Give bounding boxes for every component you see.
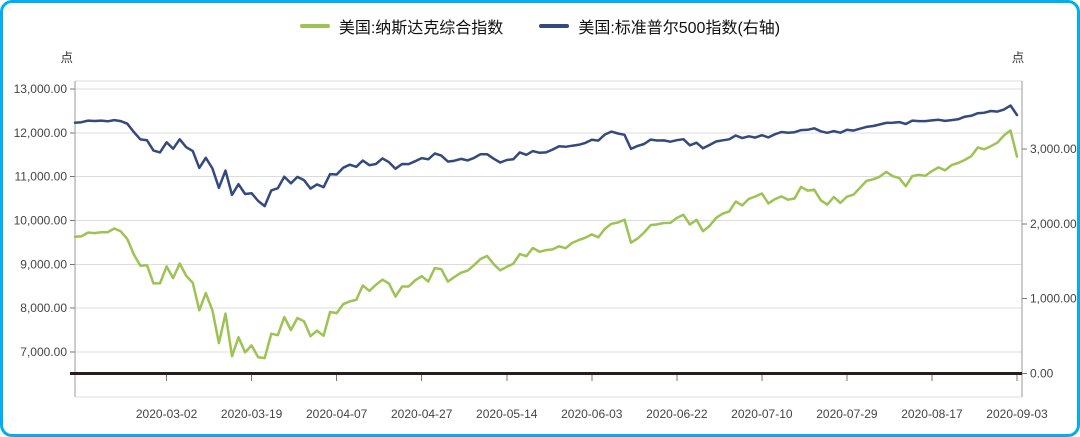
- nasdaq-line-swatch-icon: [299, 24, 330, 28]
- left-axis-tick-label: 12,000.00: [14, 126, 68, 140]
- x-axis-tick-label: 2020-07-29: [816, 407, 878, 421]
- x-axis-tick-label: 2020-04-27: [391, 407, 453, 421]
- x-axis-tick-label: 2020-04-07: [306, 407, 368, 421]
- left-axis-tick-label: 8,000.00: [20, 301, 67, 315]
- chart-legend: 美国:纳斯达克综合指数 美国:标准普尔500指数(右轴): [3, 14, 1077, 38]
- legend-item-sp500: 美国:标准普尔500指数(右轴): [539, 14, 780, 38]
- x-axis-tick-label: 2020-06-03: [561, 407, 623, 421]
- x-axis-tick-label: 2020-05-14: [476, 407, 538, 421]
- x-axis-tick-label: 2020-03-19: [221, 407, 283, 421]
- legend-label-nasdaq: 美国:纳斯达克综合指数: [338, 20, 504, 37]
- left-axis-tick-label: 7,000.00: [20, 345, 67, 359]
- x-axis-tick-label: 2020-08-17: [901, 407, 963, 421]
- sp500-line-swatch-icon: [539, 24, 570, 28]
- legend-item-nasdaq: 美国:纳斯达克综合指数: [299, 14, 504, 38]
- x-axis-tick-label: 2020-07-10: [731, 407, 793, 421]
- right-axis-tick-label: 2,000.00: [1030, 217, 1077, 231]
- left-axis-unit-label: 点: [60, 51, 73, 65]
- right-axis-unit-label: 点: [1011, 51, 1025, 65]
- x-axis-tick-label: 2020-06-22: [646, 407, 708, 421]
- left-axis-tick-label: 9,000.00: [20, 257, 67, 271]
- nasdaq-series-line: [73, 129, 1019, 360]
- right-axis-tick-label: 0.00: [1030, 367, 1054, 381]
- x-axis-tick-label: 2020-03-02: [136, 407, 198, 421]
- left-axis-tick-label: 10,000.00: [14, 214, 68, 228]
- sp500-series-line: [73, 104, 1019, 208]
- dual-axis-line-chart: 13,000.00 12,000.00 11,000.00 10,000.00 9,00…: [14, 80, 1077, 421]
- legend-label-sp500: 美国:标准普尔500指数(右轴): [578, 20, 781, 37]
- left-axis-tick-label: 13,000.00: [14, 82, 68, 96]
- left-axis-tick-label: 11,000.00: [15, 170, 68, 184]
- right-axis-tick-label: 3,000.00: [1030, 142, 1077, 156]
- x-axis-tick-label: 2020-09-03: [986, 407, 1048, 421]
- right-axis-tick-label: 1,000.00: [1030, 292, 1077, 306]
